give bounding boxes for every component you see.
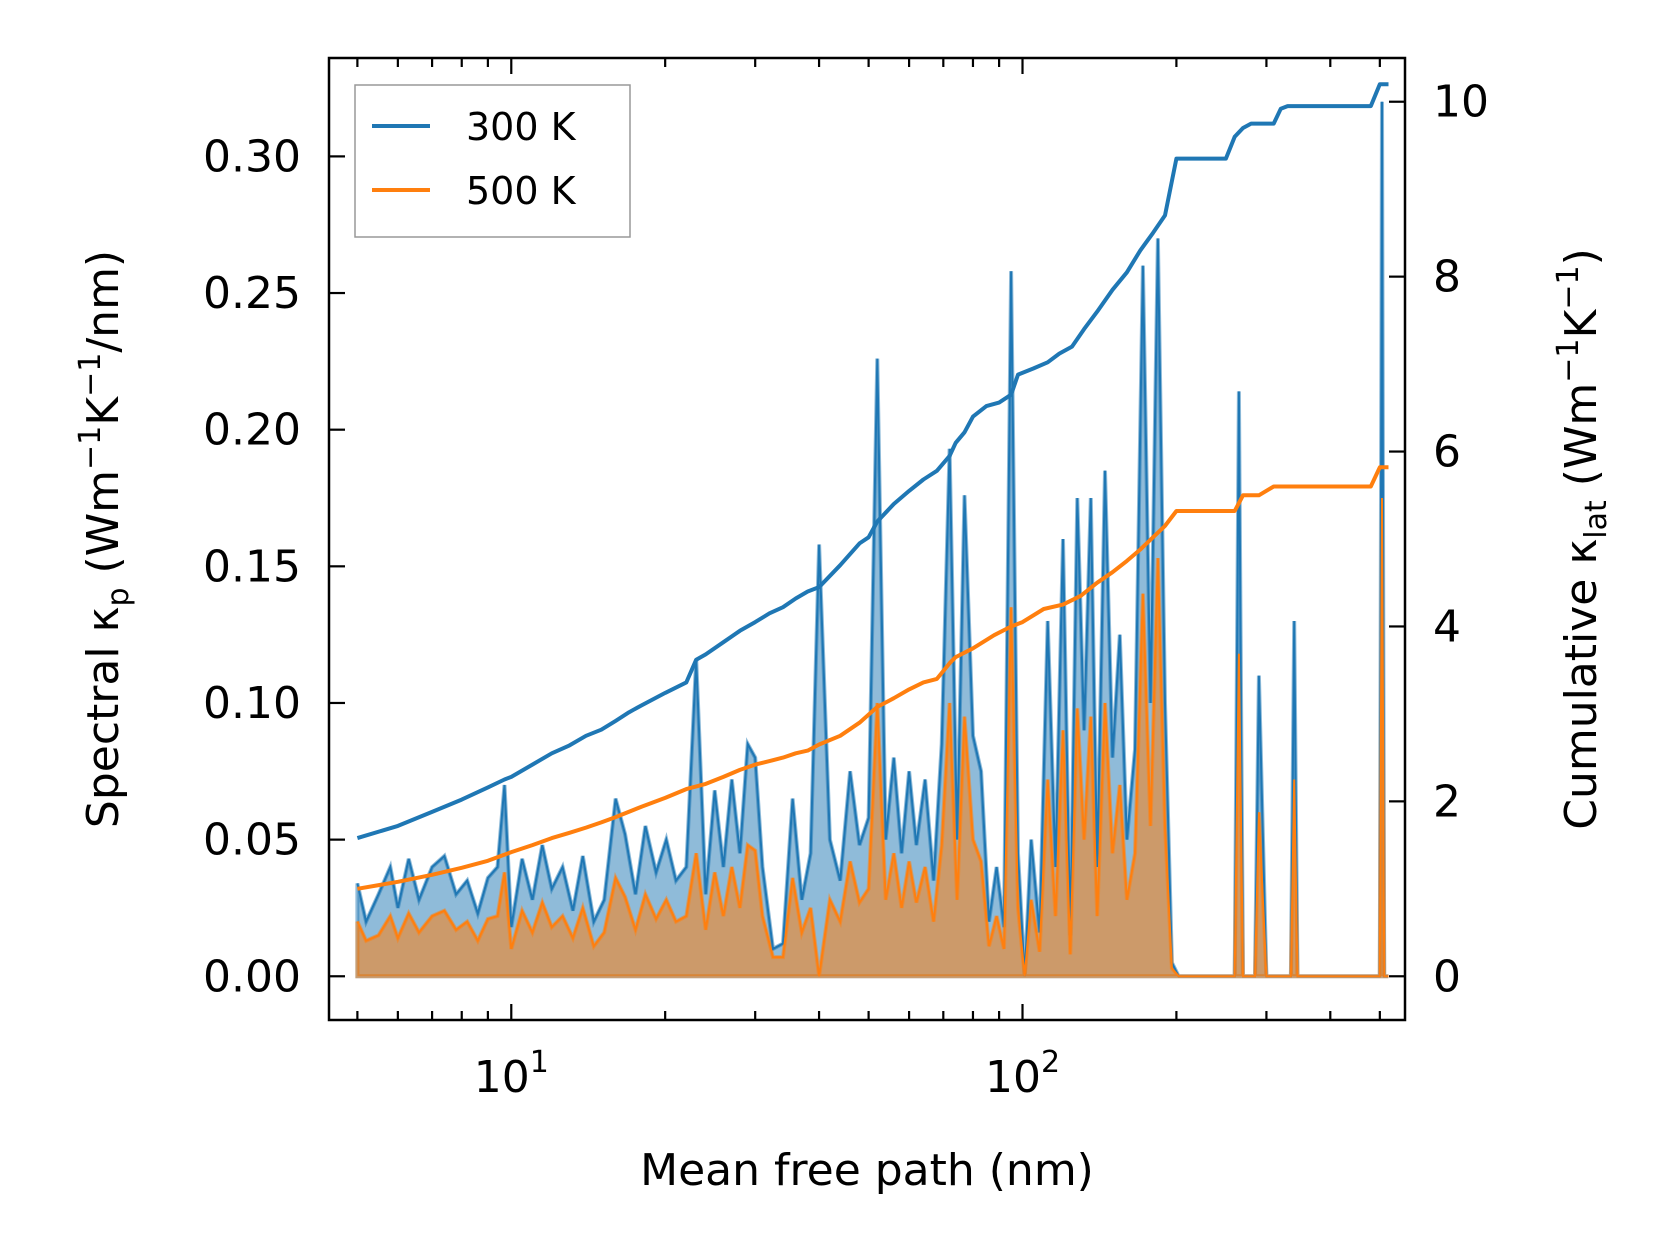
- y-left-tick-label: 0.25: [203, 268, 301, 319]
- y-left-label-sub: p: [101, 587, 136, 606]
- y-right-tick-label: 2: [1433, 776, 1461, 827]
- y-left-label-k: K: [78, 396, 129, 426]
- axis-tick-labels: 101 102 0.00 0.05 0.10 0.15 0.20 0.25 0.30 0 2 4 6 8 1…: [203, 77, 1489, 1103]
- x-axis-label: Mean free path (nm): [640, 1145, 1094, 1196]
- y-left-tick-label: 0.10: [203, 678, 301, 729]
- legend: 300 K 500 K: [354, 84, 631, 238]
- cumulative-lines: [356, 82, 1389, 891]
- y-right-label-units: (Wm: [1556, 383, 1607, 501]
- y-right-label-sub: lat: [1579, 500, 1614, 539]
- y-left-tick-label: 0.20: [203, 405, 301, 456]
- y-right-tick-label: 8: [1433, 252, 1461, 303]
- y-right-tick-label: 0: [1433, 951, 1461, 1002]
- cumulative-line-300k: [356, 82, 1389, 841]
- y-axis-label-right: Cumulative κlat (Wm−1K−1): [1551, 248, 1614, 830]
- y-right-tick-label: 4: [1433, 601, 1461, 652]
- y-left-tick-label: 0.30: [203, 131, 301, 182]
- y-axis-label-left: Spectral κp (Wm−1K−1/nm): [73, 250, 136, 828]
- y-left-label-end: /nm): [78, 250, 129, 353]
- x-tick-label: 101: [474, 1045, 549, 1103]
- y-right-label-end: ): [1556, 248, 1607, 265]
- y-left-tick-label: 0.00: [203, 951, 301, 1002]
- y-left-label-main: Spectral κ: [78, 607, 129, 829]
- cumulative-line-500k: [357, 465, 1389, 891]
- x-tick-label: 102: [985, 1045, 1060, 1103]
- legend-box: [354, 84, 631, 238]
- axis-ticks: [329, 58, 1405, 1020]
- y-right-label-exp1: −1: [1551, 338, 1586, 382]
- spectral-lines: [356, 101, 1389, 978]
- y-left-label-exp2: −1: [73, 353, 108, 397]
- y-right-label-exp2: −1: [1551, 265, 1586, 309]
- y-left-tick-label: 0.15: [203, 541, 301, 592]
- y-right-label-k: K: [1556, 308, 1607, 338]
- y-right-tick-label: 10: [1433, 77, 1489, 128]
- y-left-tick-label: 0.05: [203, 815, 301, 866]
- y-right-tick-label: 6: [1433, 427, 1461, 478]
- legend-label-500k: 500 K: [466, 169, 577, 213]
- y-right-label-main: Cumulative κ: [1556, 539, 1607, 830]
- y-left-label-exp1: −1: [73, 426, 108, 470]
- spectral-line-500k: [356, 497, 1389, 978]
- y-left-label-units: (Wm: [78, 470, 129, 588]
- plot-frame: [327, 56, 1407, 1022]
- legend-label-300k: 300 K: [466, 105, 577, 149]
